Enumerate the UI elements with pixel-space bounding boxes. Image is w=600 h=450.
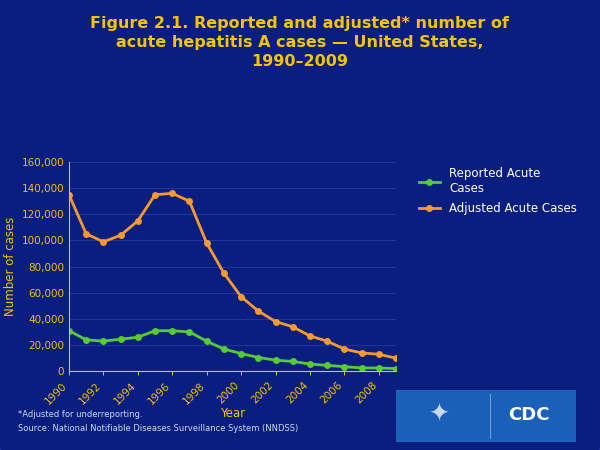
Text: Source: National Notifiable Diseases Surveillance System (NNDSS): Source: National Notifiable Diseases Sur… [18,424,298,433]
Text: Figure 2.1. Reported and adjusted* number of
acute hepatitis A cases — United St: Figure 2.1. Reported and adjusted* numbe… [91,16,509,69]
X-axis label: Year: Year [220,408,245,420]
Text: ✦: ✦ [428,403,450,427]
Legend: Reported Acute
Cases, Adjusted Acute Cases: Reported Acute Cases, Adjusted Acute Cas… [415,164,581,219]
FancyBboxPatch shape [387,389,585,443]
Y-axis label: Number of cases: Number of cases [4,217,17,316]
Text: CDC: CDC [508,406,550,424]
Text: *Adjusted for underreporting.: *Adjusted for underreporting. [18,410,143,419]
